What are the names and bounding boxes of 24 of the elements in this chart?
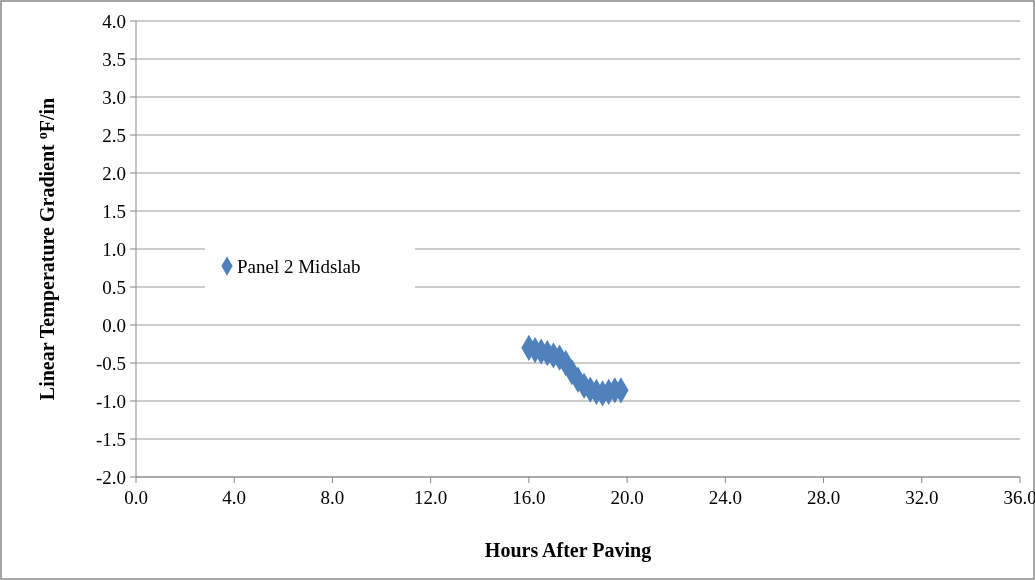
y-tick-label: 0.0 [102, 314, 126, 336]
x-tick-label: 4.0 [222, 487, 247, 508]
x-tick-label: 28.0 [806, 487, 841, 508]
x-tick-label: 20.0 [610, 487, 644, 508]
y-tick-label: 1.0 [102, 238, 126, 260]
y-tick-label: -2.0 [95, 466, 126, 488]
y-tick-label: -0.5 [95, 352, 126, 374]
x-tick-label: 32.0 [905, 487, 939, 508]
x-tick-label: 0.0 [124, 487, 148, 508]
x-axis-title: Hours After Paving [484, 539, 652, 562]
x-tick-label: 24.0 [708, 487, 742, 508]
y-tick-label: 4.0 [102, 10, 126, 32]
x-tick-label: 12.0 [414, 487, 448, 508]
y-tick-label: 2.5 [102, 124, 126, 146]
y-tick-label: 0.5 [102, 276, 126, 298]
x-tick-label: 8.0 [320, 487, 345, 508]
y-tick-label: 1.5 [102, 200, 126, 222]
y-tick-label: 3.0 [102, 86, 126, 108]
legend-label: Panel 2 Midslab [237, 255, 361, 277]
y-tick-label: -1.0 [95, 390, 126, 412]
x-tick-label: 16.0 [512, 487, 546, 508]
y-tick-label: 3.5 [102, 48, 126, 70]
y-tick-label: -1.5 [95, 428, 126, 450]
y-tick-label: 2.0 [102, 162, 126, 184]
